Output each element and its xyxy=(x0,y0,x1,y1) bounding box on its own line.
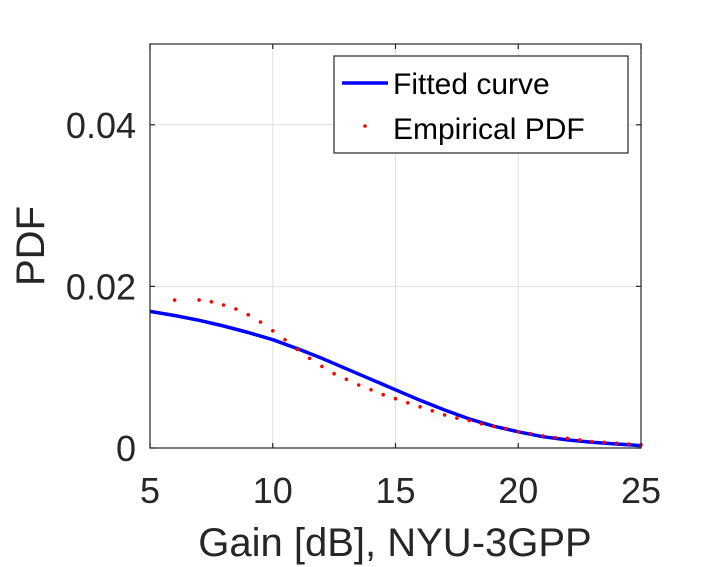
legend-box xyxy=(333,55,629,154)
series-line-fitted-curve xyxy=(149,309,642,448)
data-point-empirical-pdf xyxy=(467,418,472,423)
data-point-empirical-pdf xyxy=(491,424,496,429)
data-point-empirical-pdf xyxy=(246,312,250,317)
y-tick-label: 0.04 xyxy=(66,105,136,146)
tick-labels: 5 10 15 20 25 0 0.02 0.04 xyxy=(66,105,661,511)
data-point-empirical-pdf xyxy=(381,392,386,397)
data-point-empirical-pdf xyxy=(356,383,361,387)
series-layer xyxy=(149,298,643,448)
data-point-empirical-pdf xyxy=(283,337,287,342)
data-point-empirical-pdf xyxy=(320,364,324,369)
data-point-empirical-pdf xyxy=(393,396,398,401)
x-tick-label: 10 xyxy=(253,470,293,511)
data-point-empirical-pdf xyxy=(295,347,300,352)
x-axis-label: Gain [dB], NYU-3GPP xyxy=(198,521,591,565)
data-point-empirical-pdf xyxy=(172,298,177,302)
data-point-empirical-pdf xyxy=(614,441,619,446)
x-tick-label: 25 xyxy=(621,470,661,511)
data-point-empirical-pdf xyxy=(565,436,570,441)
data-point-empirical-pdf xyxy=(479,422,484,426)
data-point-empirical-pdf xyxy=(577,438,582,442)
axis-ticks xyxy=(149,44,642,449)
data-point-empirical-pdf xyxy=(516,430,521,434)
data-point-empirical-pdf xyxy=(626,442,631,446)
data-point-empirical-pdf xyxy=(541,434,545,438)
y-axis-label: PDF xyxy=(9,206,53,286)
data-point-empirical-pdf xyxy=(271,329,275,333)
data-point-empirical-pdf xyxy=(418,405,422,409)
data-point-empirical-pdf xyxy=(344,377,349,382)
data-point-empirical-pdf xyxy=(307,356,312,361)
data-point-empirical-pdf xyxy=(590,439,594,444)
y-tick-label: 0 xyxy=(116,428,136,469)
x-tick-label: 15 xyxy=(375,470,415,511)
x-tick-label: 5 xyxy=(140,470,160,511)
data-point-empirical-pdf xyxy=(221,303,226,307)
data-point-empirical-pdf xyxy=(528,431,533,436)
data-point-empirical-pdf xyxy=(602,440,606,445)
data-point-empirical-pdf xyxy=(455,416,459,420)
y-tick-label: 0.02 xyxy=(66,266,136,307)
data-point-empirical-pdf xyxy=(258,320,263,324)
data-point-empirical-pdf xyxy=(442,413,447,417)
x-tick-label: 20 xyxy=(498,470,538,511)
data-point-empirical-pdf xyxy=(332,371,336,376)
legend-swatch-empirical-pdf xyxy=(363,124,367,128)
legend: Fitted curve Empirical PDF xyxy=(333,55,629,154)
legend-label-fitted-curve: Fitted curve xyxy=(393,68,550,101)
data-point-empirical-pdf xyxy=(406,401,410,405)
data-point-empirical-pdf xyxy=(553,435,557,440)
legend-label-empirical-pdf: Empirical PDF xyxy=(393,113,585,146)
data-point-empirical-pdf xyxy=(430,409,435,413)
data-point-empirical-pdf xyxy=(504,426,508,431)
data-point-empirical-pdf xyxy=(197,298,201,302)
data-point-empirical-pdf xyxy=(209,300,214,304)
data-point-empirical-pdf xyxy=(369,388,373,392)
data-point-empirical-pdf xyxy=(234,307,238,311)
